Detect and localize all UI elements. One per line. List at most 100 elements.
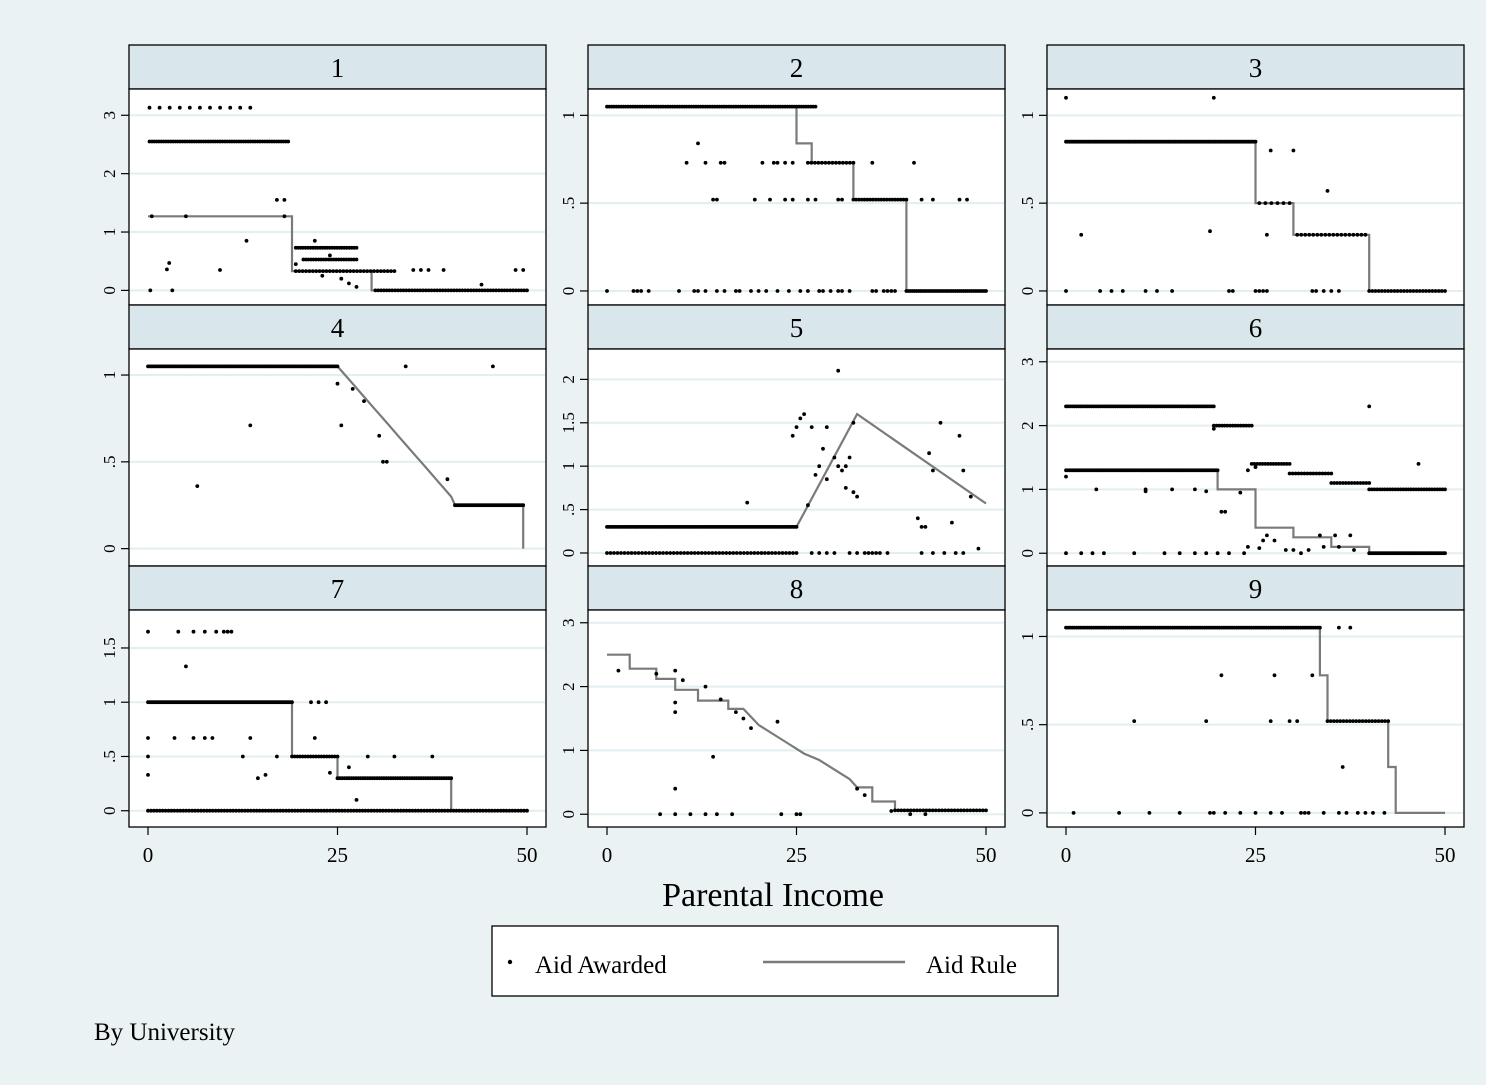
aid-awarded-point — [1408, 289, 1413, 293]
aid-awarded-point — [685, 551, 690, 555]
aid-awarded-point — [300, 269, 305, 273]
plot-area — [1046, 609, 1465, 828]
aid-awarded-point — [756, 551, 760, 555]
aid-awarded-point — [412, 288, 417, 293]
aid-awarded-point — [710, 551, 715, 555]
aid-awarded-point — [366, 808, 371, 813]
aid-awarded-point — [919, 197, 924, 202]
aid-awarded-point — [1369, 487, 1374, 492]
aid-awarded-point — [403, 364, 408, 369]
aid-awarded-point — [163, 808, 168, 813]
aid-awarded-point — [424, 288, 428, 293]
aid-awarded-point — [794, 425, 799, 429]
aid-awarded-point — [516, 808, 521, 813]
aid-awarded-point — [1364, 481, 1369, 485]
aid-awarded-point — [1238, 490, 1243, 495]
aid-awarded-point — [775, 160, 780, 165]
aid-awarded-point — [724, 551, 729, 555]
aid-awarded-point — [438, 288, 442, 293]
x-tick-label: 0 — [602, 843, 613, 867]
aid-awarded-point — [1335, 232, 1340, 237]
aid-awarded-point — [1291, 548, 1296, 552]
aid-awarded-point — [307, 808, 312, 813]
aid-awarded-point — [749, 289, 753, 293]
aid-awarded-point — [322, 808, 327, 813]
aid-awarded-point — [830, 160, 835, 165]
aid-awarded-point — [202, 736, 207, 740]
aid-awarded-point — [286, 139, 291, 144]
aid-awarded-point — [1355, 811, 1360, 815]
aid-awarded-point — [1376, 719, 1381, 723]
aid-awarded-point — [1290, 471, 1295, 476]
aid-awarded-point — [312, 238, 317, 243]
aid-awarded-point — [1246, 545, 1250, 549]
x-tick-label: 0 — [1061, 843, 1072, 867]
aid-awarded-point — [407, 808, 412, 813]
aid-awarded-point — [478, 808, 482, 813]
aid-awarded-point — [876, 197, 881, 202]
aid-awarded-point — [855, 551, 859, 555]
aid-awarded-point — [275, 808, 280, 813]
aid-awarded-point — [443, 288, 448, 293]
aid-awarded-point — [316, 754, 321, 759]
aid-awarded-point — [392, 269, 397, 273]
aid-awarded-point — [328, 770, 332, 775]
aid-awarded-point — [703, 289, 708, 293]
aid-awarded-point — [301, 808, 306, 813]
aid-awarded-point — [167, 261, 172, 265]
y-tick-label: 0 — [100, 806, 119, 815]
aid-awarded-point — [208, 105, 212, 110]
aid-awarded-point — [354, 285, 359, 289]
aid-awarded-point — [1427, 487, 1432, 492]
aid-awarded-point — [889, 289, 894, 293]
aid-awarded-point — [463, 288, 468, 293]
aid-awarded-point — [357, 808, 362, 813]
aid-awarded-point — [734, 289, 738, 293]
panel-title: 9 — [1249, 574, 1263, 604]
aid-awarded-point — [680, 678, 685, 683]
aid-awarded-point — [1440, 487, 1445, 492]
aid-awarded-point — [1272, 673, 1277, 678]
y-tick-label: .5 — [1018, 197, 1037, 210]
aid-awarded-point — [841, 160, 845, 165]
panel-strip — [128, 565, 547, 611]
aid-awarded-point — [878, 551, 882, 555]
aid-awarded-point — [361, 269, 366, 273]
aid-awarded-point — [622, 551, 627, 555]
aid-awarded-point — [304, 808, 309, 813]
aid-awarded-point — [1344, 811, 1349, 815]
aid-awarded-point — [1227, 551, 1231, 556]
aid-awarded-point — [820, 160, 824, 165]
aid-awarded-point — [184, 808, 189, 813]
aid-awarded-point — [696, 289, 700, 293]
aid-awarded-point — [445, 808, 450, 813]
aid-awarded-point — [837, 160, 842, 165]
aid-awarded-point — [671, 551, 676, 555]
aid-awarded-point — [292, 754, 297, 759]
panel-title: 1 — [331, 53, 345, 83]
aid-awarded-point — [1285, 462, 1289, 466]
aid-awarded-point — [479, 282, 484, 287]
aid-awarded-point — [1343, 232, 1348, 237]
y-tick-label: 1.5 — [559, 412, 578, 433]
aid-awarded-point — [390, 288, 395, 293]
aid-awarded-point — [817, 464, 822, 469]
aid-awarded-point — [1377, 487, 1382, 492]
aid-awarded-point — [195, 484, 200, 488]
aid-awarded-point — [703, 812, 708, 817]
aid-awarded-point — [633, 551, 637, 555]
aid-awarded-point — [489, 808, 494, 813]
aid-awarded-point — [1329, 289, 1334, 293]
aid-awarded-point — [1386, 289, 1391, 293]
aid-awarded-point — [413, 808, 418, 813]
y-tick-label: 0 — [100, 544, 119, 553]
aid-awarded-point — [167, 105, 172, 110]
aid-awarded-point — [1338, 719, 1343, 723]
aid-awarded-point — [752, 197, 757, 202]
aid-awarded-point — [1227, 289, 1231, 293]
aid-awarded-point — [722, 289, 727, 293]
aid-awarded-point — [668, 551, 673, 555]
aid-awarded-point — [1379, 719, 1384, 723]
aid-awarded-point — [647, 551, 651, 555]
aid-awarded-point — [1225, 423, 1230, 428]
